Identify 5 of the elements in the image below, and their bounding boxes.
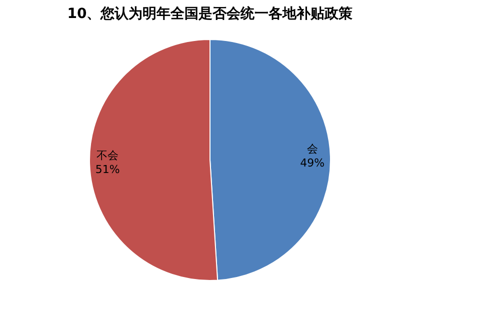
slice-label: 不会 [96, 149, 119, 162]
data-label: 49% [300, 156, 325, 170]
slice-label: 会 [306, 142, 318, 156]
chart-title: 10、您认为明年全国是否会统一各地补贴政策 [66, 5, 354, 23]
data-label: 51% [95, 163, 120, 176]
